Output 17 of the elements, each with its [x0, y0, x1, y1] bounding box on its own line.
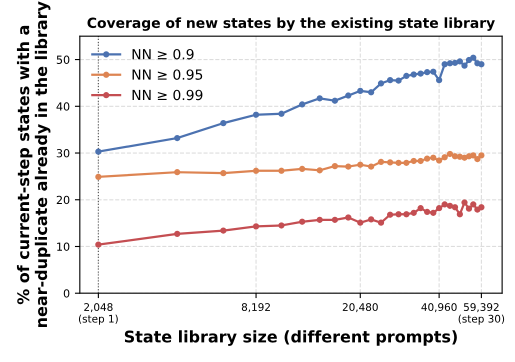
legend-label: NN ≥ 0.95	[132, 69, 202, 80]
legend-label: NN ≥ 0.9	[132, 48, 194, 60]
y-tick-label: 20	[56, 196, 70, 204]
x-tick-label: 59,392 (step 30)	[458, 303, 504, 325]
y-tick-label: 0	[64, 289, 70, 298]
y-tick-label: 30	[56, 149, 70, 158]
chart-title: Coverage of new states by the existing state library	[88, 17, 495, 31]
x-tick-label: 8,192	[242, 303, 270, 312]
y-tick-label: 40	[56, 102, 70, 111]
x-tick-label: 40,960	[421, 303, 457, 312]
x-tick-label: 20,480	[342, 303, 378, 312]
x-axis-title: State library size (different prompts)	[124, 330, 457, 346]
y-axis-title: % of current-step states with a near-duplicate already in the library	[16, 1, 50, 327]
y-tick-label: 50	[56, 56, 70, 64]
x-tick-label: 2,048 (step 1)	[78, 303, 118, 325]
y-tick-label: 10	[57, 242, 70, 251]
legend-label: NN ≥ 0.99	[132, 90, 202, 100]
